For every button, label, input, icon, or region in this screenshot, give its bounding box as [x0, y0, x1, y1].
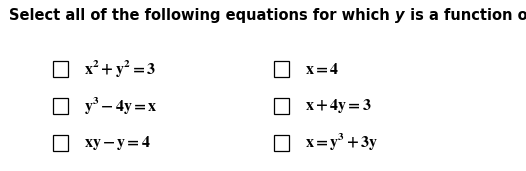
Text: $\mathbf{x = y^3 + 3y}$: $\mathbf{x = y^3 + 3y}$: [305, 132, 379, 153]
Text: $\mathbf{x = 4}$: $\mathbf{x = 4}$: [305, 62, 339, 77]
Text: $\mathbf{y^3 - 4y = x}$: $\mathbf{y^3 - 4y = x}$: [84, 95, 158, 117]
Text: is a function of: is a function of: [405, 8, 526, 23]
Text: $\mathbf{x + 4y = 3}$: $\mathbf{x + 4y = 3}$: [305, 97, 372, 115]
FancyBboxPatch shape: [53, 98, 68, 114]
FancyBboxPatch shape: [274, 98, 289, 114]
FancyBboxPatch shape: [53, 61, 68, 77]
Text: $\mathbf{x^2 + y^2 = 3}$: $\mathbf{x^2 + y^2 = 3}$: [84, 59, 156, 80]
Text: Select all of the following equations for which: Select all of the following equations fo…: [9, 8, 396, 23]
Text: y: y: [396, 8, 405, 23]
FancyBboxPatch shape: [274, 61, 289, 77]
FancyBboxPatch shape: [53, 135, 68, 151]
Text: $\mathbf{xy - y = 4}$: $\mathbf{xy - y = 4}$: [84, 134, 151, 152]
FancyBboxPatch shape: [274, 135, 289, 151]
